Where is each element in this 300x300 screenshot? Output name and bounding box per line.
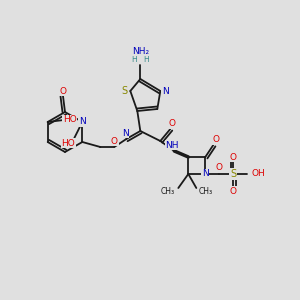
Text: O: O (230, 187, 237, 196)
Text: NH₂: NH₂ (132, 46, 149, 56)
Text: CH₃: CH₃ (198, 188, 212, 196)
Text: O: O (230, 152, 237, 161)
Text: N: N (202, 169, 209, 178)
Text: O: O (216, 164, 223, 172)
Text: S: S (121, 86, 127, 96)
Text: H: H (143, 55, 149, 64)
Text: N: N (79, 118, 86, 127)
Text: O: O (111, 136, 118, 146)
Text: HO: HO (63, 116, 76, 124)
Text: CH₃: CH₃ (160, 188, 174, 196)
Text: O: O (213, 136, 220, 145)
Text: OH: OH (251, 169, 265, 178)
Text: H: H (131, 55, 137, 64)
Text: O: O (169, 119, 176, 128)
Text: N: N (162, 86, 169, 95)
Text: HO: HO (61, 139, 75, 148)
Text: NH: NH (166, 140, 179, 149)
Text: O: O (59, 86, 67, 95)
Text: S: S (230, 169, 236, 179)
Text: N: N (122, 128, 129, 137)
